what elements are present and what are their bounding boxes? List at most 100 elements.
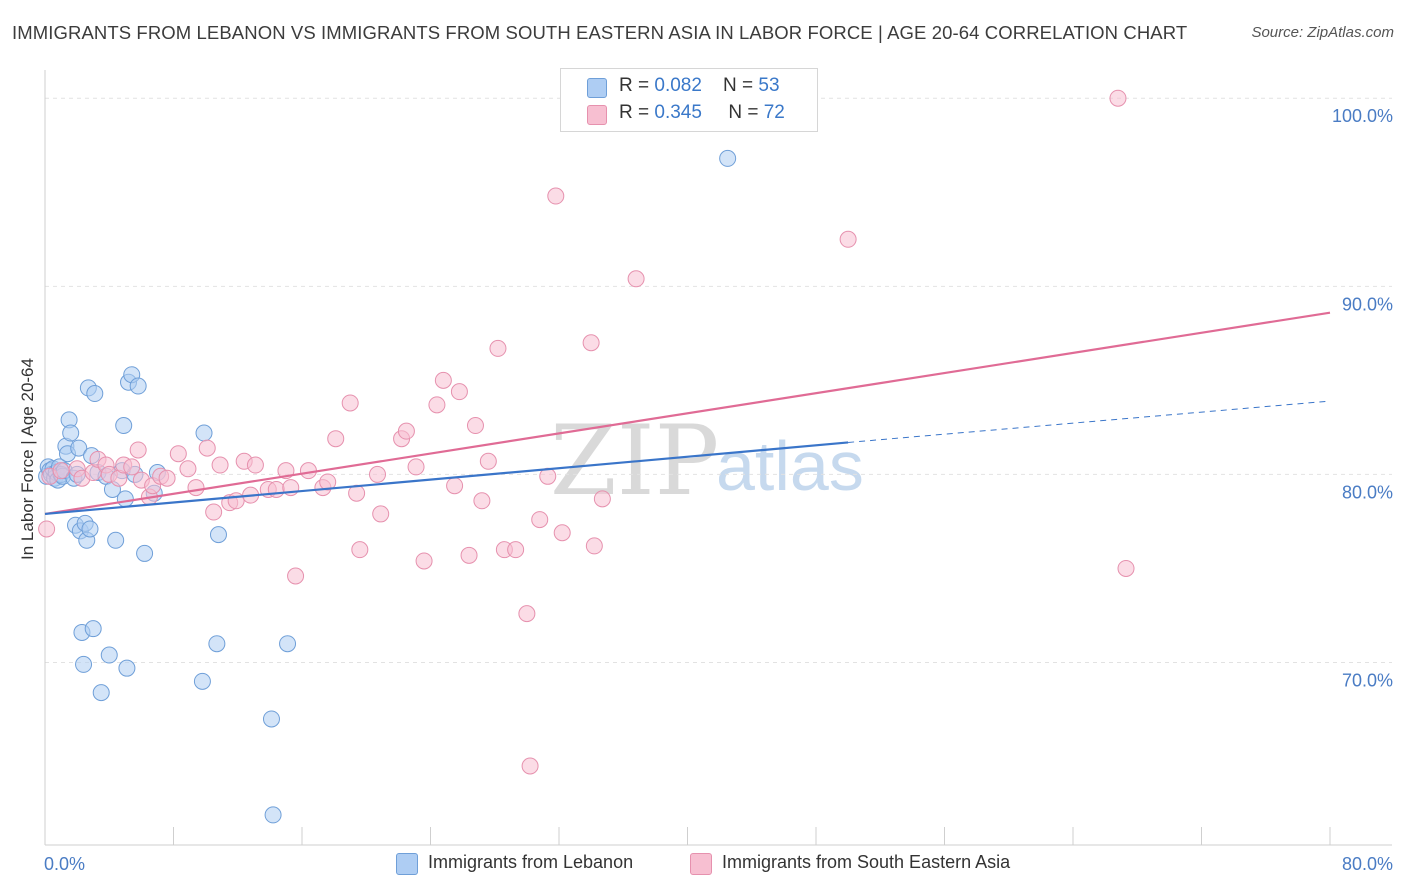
- lebanon-point: [115, 417, 133, 435]
- lebanon-point: [193, 672, 211, 690]
- chart-title: IMMIGRANTS FROM LEBANON VS IMMIGRANTS FR…: [12, 22, 1188, 43]
- sea-point: [198, 439, 216, 457]
- sea-point: [407, 458, 425, 476]
- sea-point: [341, 394, 359, 412]
- blue-square-icon: [396, 853, 418, 875]
- lebanon-point: [118, 659, 136, 677]
- lebanon-point: [264, 806, 282, 824]
- lebanon-point: [279, 635, 297, 653]
- sea-point: [299, 462, 317, 480]
- lebanon-point: [262, 710, 280, 728]
- sea-point: [372, 505, 390, 523]
- sea-trend-line: [44, 311, 1331, 516]
- watermark: ZIP atlas: [550, 405, 864, 517]
- r-value: 0.345: [654, 102, 702, 123]
- sea-point: [1117, 559, 1135, 577]
- sea-point: [227, 492, 245, 510]
- sea-point: [415, 552, 433, 570]
- sea-point: [450, 383, 468, 401]
- n-label: N =: [728, 102, 764, 123]
- lebanon-point: [86, 385, 104, 403]
- r-value: 0.082: [654, 75, 702, 96]
- lebanon-point: [116, 490, 134, 508]
- r-label: R =: [619, 75, 655, 96]
- x-tick-label: 80.0%: [1342, 854, 1393, 874]
- lebanon-point: [100, 646, 118, 664]
- sea-point: [319, 473, 337, 491]
- legend-label-lebanon: Immigrants from Lebanon: [428, 852, 634, 872]
- lebanon-point: [75, 655, 93, 673]
- sea-point: [466, 417, 484, 435]
- sea-point: [368, 465, 386, 483]
- sea-point: [179, 460, 197, 478]
- sea-point: [531, 511, 549, 529]
- lebanon-point: [92, 684, 110, 702]
- y-tick-label: 70.0%: [1342, 671, 1393, 691]
- lebanon-point: [129, 377, 147, 395]
- stats-box: R = 0.082 N = 53 R = 0.345 N = 72: [560, 68, 818, 132]
- y-tick-label: 80.0%: [1342, 482, 1393, 502]
- lebanon-point: [195, 424, 213, 442]
- y-tick-label: 100.0%: [1332, 106, 1393, 126]
- sea-point: [287, 567, 305, 585]
- lebanon-point: [81, 520, 99, 538]
- lebanon-point: [136, 544, 154, 562]
- sea-point: [627, 270, 645, 288]
- sea-point: [582, 334, 600, 352]
- sea-point: [38, 520, 56, 538]
- sea-point: [489, 339, 507, 357]
- sea-point: [521, 757, 539, 775]
- sea-point: [205, 503, 223, 521]
- sea-point: [839, 230, 857, 248]
- pink-swatch-icon: [587, 105, 607, 125]
- sea-point: [518, 605, 536, 623]
- sea-point: [547, 187, 565, 205]
- sea-point: [434, 371, 452, 389]
- lebanon-point: [209, 526, 227, 544]
- sea-point: [593, 490, 611, 508]
- sea-point: [553, 524, 571, 542]
- lebanon-trend-extension: [848, 400, 1331, 443]
- sea-point: [123, 458, 141, 476]
- sea-point: [585, 537, 603, 555]
- blue-swatch-icon: [587, 78, 607, 98]
- lebanon-point: [719, 149, 737, 167]
- sea-point: [473, 492, 491, 510]
- axes: [44, 70, 1392, 846]
- sea-point: [507, 541, 525, 559]
- gridlines: [45, 97, 1392, 664]
- sea-point: [158, 469, 176, 487]
- sea-point: [52, 462, 70, 480]
- lebanon-point: [84, 620, 102, 638]
- lebanon-point: [208, 635, 226, 653]
- lebanon-point: [70, 439, 88, 457]
- sea-point: [351, 541, 369, 559]
- y-tick-label: 90.0%: [1342, 294, 1393, 314]
- lebanon-point: [107, 531, 125, 549]
- sea-point: [246, 456, 264, 474]
- pink-square-icon: [690, 853, 712, 875]
- x-tick-label: 0.0%: [44, 854, 85, 874]
- legend-label-sea: Immigrants from South Eastern Asia: [722, 852, 1011, 872]
- sea-point: [446, 477, 464, 495]
- trend-lines: [44, 311, 1331, 516]
- series-sea-points: [38, 89, 1135, 775]
- sea-point: [129, 441, 147, 459]
- sea-point: [211, 456, 229, 474]
- lebanon-point: [62, 424, 80, 442]
- sea-point: [479, 452, 497, 470]
- n-value: 53: [758, 75, 780, 96]
- stats-text-lebanon: R = 0.082 N = 53: [619, 75, 780, 97]
- sea-point: [327, 430, 345, 448]
- r-label: R =: [619, 102, 655, 123]
- sea-point: [1109, 89, 1127, 107]
- source-label: Source: ZipAtlas.com: [1251, 24, 1394, 41]
- tick-labels: 70.0% 80.0% 90.0% 100.0% 0.0% 80.0%: [44, 106, 1393, 874]
- sea-point: [460, 546, 478, 564]
- sea-point: [267, 480, 285, 498]
- watermark-atlas: atlas: [716, 427, 864, 505]
- sea-point: [169, 445, 187, 463]
- lebanon-trend-line: [44, 441, 849, 516]
- n-value: 72: [763, 102, 785, 123]
